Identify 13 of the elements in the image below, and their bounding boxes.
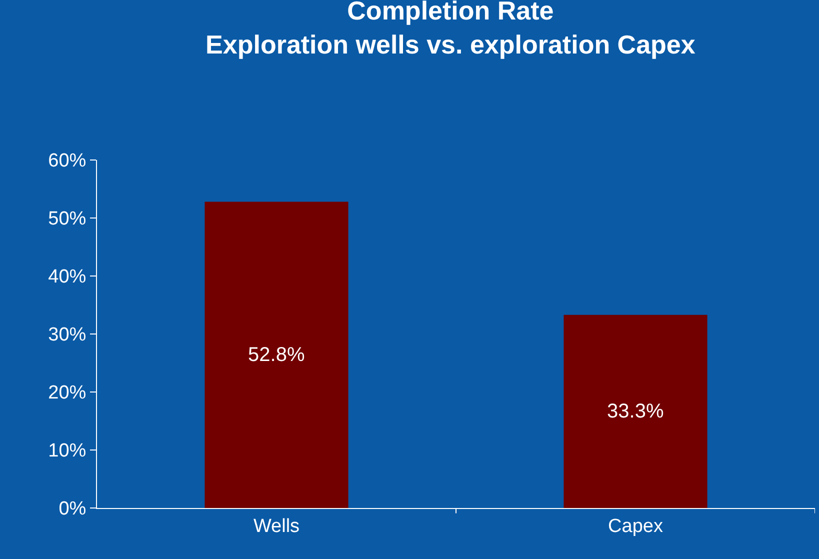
y-tick-label: 20% <box>48 382 86 404</box>
chart-subtitle: Exploration wells vs. exploration Capex <box>206 29 696 60</box>
chart-title: Completion Rate <box>347 0 554 26</box>
data-label: 52.8% <box>248 344 305 366</box>
y-tick-label: 10% <box>48 440 86 462</box>
y-tick-label: 60% <box>48 150 86 172</box>
x-tick-label: Capex <box>608 516 664 537</box>
y-tick-label: 50% <box>48 208 86 230</box>
data-label: 33.3% <box>607 400 664 422</box>
y-tick-label: 40% <box>48 266 86 288</box>
y-tick-label: 0% <box>58 498 86 520</box>
y-tick-label: 30% <box>48 324 86 346</box>
x-tick-label: Wells <box>253 516 300 537</box>
